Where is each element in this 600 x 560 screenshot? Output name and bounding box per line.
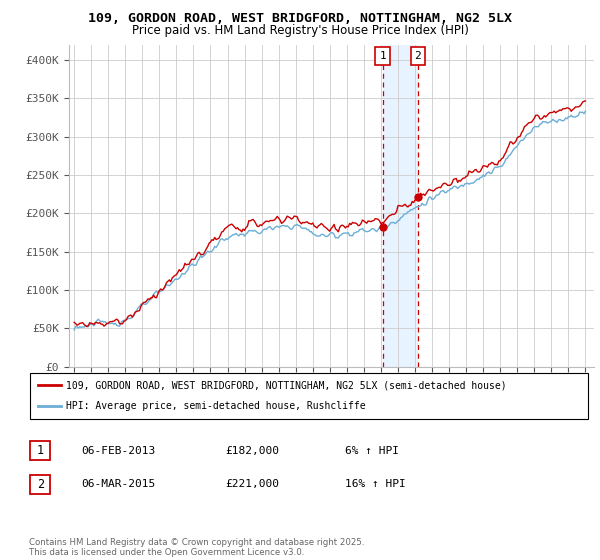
Text: HPI: Average price, semi-detached house, Rushcliffe: HPI: Average price, semi-detached house,…: [66, 402, 366, 412]
Text: 1: 1: [37, 444, 44, 458]
Text: 6% ↑ HPI: 6% ↑ HPI: [345, 446, 399, 456]
Text: 1: 1: [379, 52, 386, 61]
Text: Price paid vs. HM Land Registry's House Price Index (HPI): Price paid vs. HM Land Registry's House …: [131, 24, 469, 37]
Text: 06-MAR-2015: 06-MAR-2015: [81, 479, 155, 489]
Text: 109, GORDON ROAD, WEST BRIDGFORD, NOTTINGHAM, NG2 5LX (semi-detached house): 109, GORDON ROAD, WEST BRIDGFORD, NOTTIN…: [66, 380, 507, 390]
Text: Contains HM Land Registry data © Crown copyright and database right 2025.
This d: Contains HM Land Registry data © Crown c…: [29, 538, 364, 557]
Bar: [383, 45, 418, 367]
Text: 06-FEB-2013: 06-FEB-2013: [81, 446, 155, 456]
Text: 2: 2: [415, 52, 421, 61]
Text: £182,000: £182,000: [225, 446, 279, 456]
Text: 109, GORDON ROAD, WEST BRIDGFORD, NOTTINGHAM, NG2 5LX: 109, GORDON ROAD, WEST BRIDGFORD, NOTTIN…: [88, 12, 512, 25]
Text: £221,000: £221,000: [225, 479, 279, 489]
Text: 2: 2: [37, 478, 44, 491]
Text: 16% ↑ HPI: 16% ↑ HPI: [345, 479, 406, 489]
